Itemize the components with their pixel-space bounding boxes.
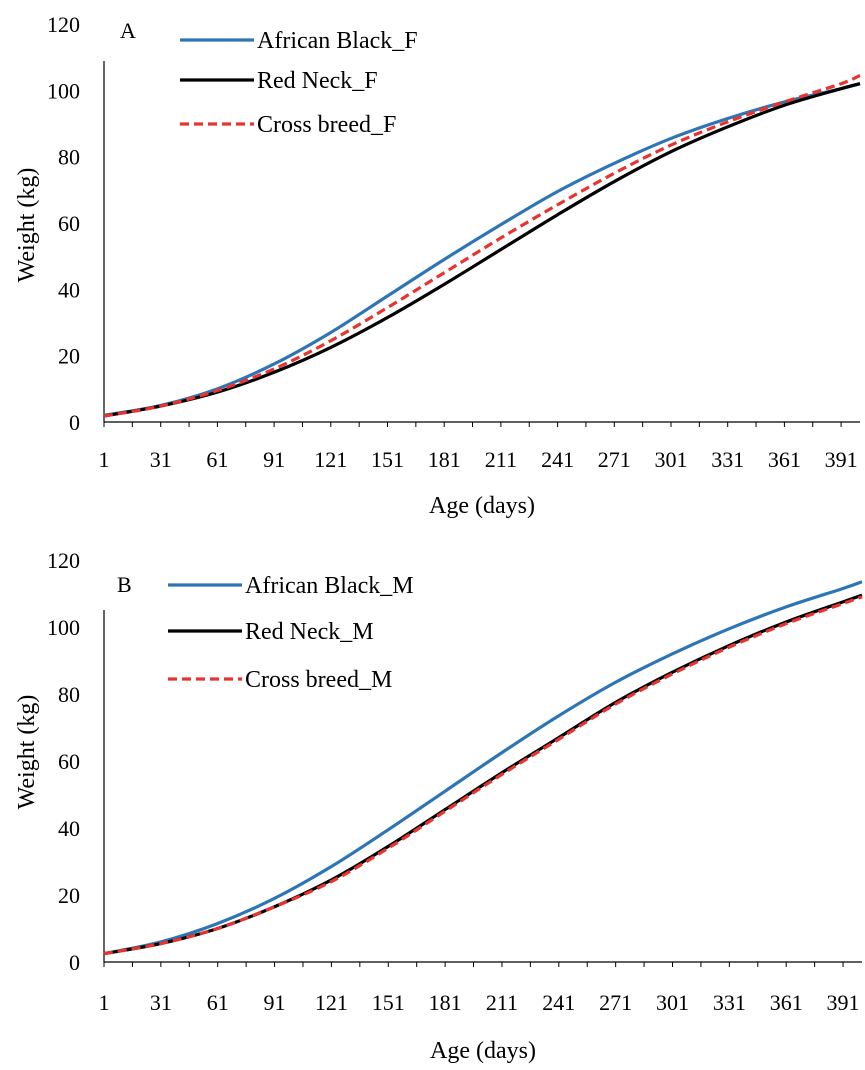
x-tick-label: 391 (827, 990, 860, 1015)
x-tick-label: 61 (206, 447, 228, 472)
series-line-cross-breed-f (103, 73, 861, 418)
x-tick-label: 361 (768, 447, 801, 472)
legend-label: African Black_M (245, 573, 414, 599)
y-tick-label: 60 (58, 749, 80, 774)
x-tick-label: 211 (485, 447, 517, 472)
x-tick-label: 301 (655, 447, 688, 472)
y-tick-label: 40 (58, 816, 80, 841)
y-tick-label: 60 (58, 211, 80, 236)
x-tick-label: 121 (314, 447, 347, 472)
legend-label: African Black_F (257, 28, 418, 54)
series-line-african-black-f (103, 82, 861, 417)
legend-label: Cross breed_F (257, 112, 396, 138)
legend-label: Cross breed_M (245, 667, 392, 693)
y-tick-label: 20 (58, 883, 80, 908)
x-tick-label: 91 (263, 447, 285, 472)
x-tick-label: 271 (599, 990, 632, 1015)
x-axis-label: Age (days) (430, 1038, 536, 1064)
y-tick-label: 20 (58, 344, 80, 369)
x-tick-label: 331 (713, 990, 746, 1015)
x-tick-label: 151 (372, 990, 405, 1015)
y-axis-label: Weight (kg) (14, 168, 40, 283)
x-tick-label: 121 (315, 990, 348, 1015)
x-tick-label: 181 (428, 447, 461, 472)
y-axis-label: Weight (kg) (14, 695, 40, 810)
x-tick-label: 361 (770, 990, 803, 1015)
x-tick-label: 391 (825, 447, 858, 472)
series-line-cross-breed-m (103, 595, 863, 956)
x-tick-label: 241 (541, 447, 574, 472)
x-tick-label: 241 (542, 990, 575, 1015)
series-line-african-black-m (103, 580, 863, 956)
y-tick-label: 100 (47, 78, 80, 103)
x-tick-label: 1 (99, 990, 110, 1015)
x-tick-label: 61 (207, 990, 229, 1015)
chart-panel-a: 0 20 40 60 80 100 120 1 31 61 91 121 151 181 211 241 271… (14, 12, 861, 519)
x-tick-label: 31 (150, 990, 172, 1015)
x-tick-label: 271 (598, 447, 631, 472)
series-line-red-neck-f (103, 82, 861, 418)
y-tick-label: 100 (47, 615, 80, 640)
y-tick-label: 120 (47, 12, 80, 37)
y-tick-label: 0 (69, 410, 80, 435)
panel-letter: A (120, 18, 136, 43)
x-tick-label: 151 (371, 447, 404, 472)
x-tick-label: 91 (264, 990, 286, 1015)
x-tick-label: 181 (429, 990, 462, 1015)
x-tick-label: 331 (711, 447, 744, 472)
y-tick-label: 120 (47, 548, 80, 573)
chart-panel-b: 0 20 40 60 80 100 120 1 31 61 91 121 151 181 211 241 271… (14, 548, 863, 1064)
y-tick-label: 40 (58, 277, 80, 302)
panel-letter: B (117, 572, 132, 597)
x-tick-label: 31 (150, 447, 172, 472)
series-line-red-neck-m (103, 593, 863, 956)
legend-label: Red Neck_F (257, 68, 378, 94)
y-tick-label: 80 (58, 682, 80, 707)
x-tick-label: 301 (656, 990, 689, 1015)
x-tick-label: 1 (99, 447, 110, 472)
x-axis-label: Age (days) (429, 493, 535, 519)
y-tick-label: 0 (69, 950, 80, 975)
legend-label: Red Neck_M (245, 619, 374, 645)
x-tick-label: 211 (486, 990, 518, 1015)
y-tick-label: 80 (58, 145, 80, 170)
